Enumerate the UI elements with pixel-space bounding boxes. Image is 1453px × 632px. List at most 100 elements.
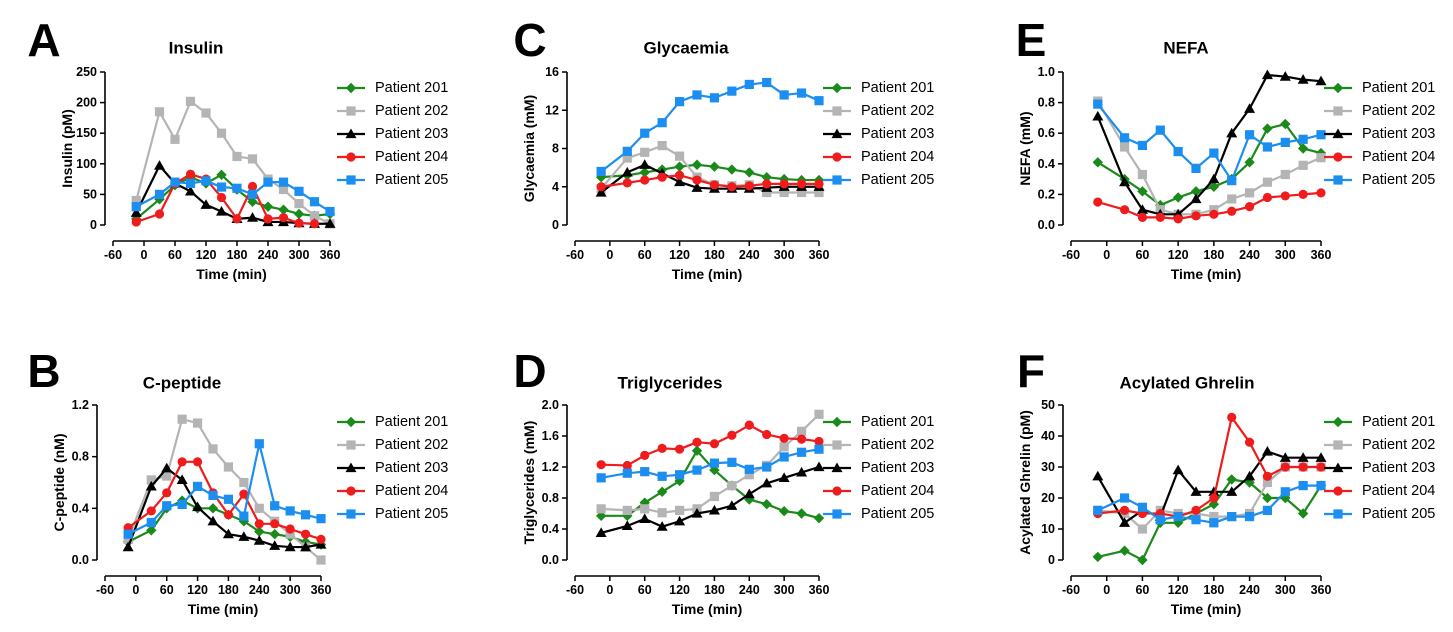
y-tick-label: 200 bbox=[76, 96, 97, 110]
data-point bbox=[131, 195, 141, 206]
data-point bbox=[254, 503, 264, 513]
legend-marker bbox=[1332, 128, 1344, 139]
legend-label: Patient 203 bbox=[375, 126, 448, 142]
series-patient-204 bbox=[596, 420, 824, 471]
y-tick-label: 20 bbox=[1041, 491, 1055, 505]
data-point bbox=[621, 166, 633, 177]
data-point bbox=[1190, 193, 1202, 204]
data-point bbox=[796, 187, 807, 198]
data-point bbox=[779, 90, 789, 100]
legend-marker bbox=[832, 509, 842, 519]
data-point bbox=[656, 486, 668, 497]
data-point bbox=[238, 531, 250, 541]
legend-item: Patient 202 bbox=[1324, 103, 1435, 119]
x-tick-label: 60 bbox=[168, 248, 182, 262]
data-point bbox=[709, 93, 720, 103]
series-patient-205 bbox=[123, 439, 326, 539]
data-point bbox=[145, 480, 157, 491]
data-point bbox=[1209, 209, 1219, 219]
legend-label: Patient 203 bbox=[1362, 460, 1435, 476]
data-point bbox=[207, 515, 219, 526]
data-point bbox=[1191, 163, 1201, 173]
x-tick-label: 120 bbox=[669, 583, 690, 597]
data-point bbox=[674, 176, 686, 187]
data-point bbox=[639, 497, 650, 508]
legend: Patient 201 Patient 202 Patient 203 Patient… bbox=[823, 80, 934, 188]
data-point bbox=[223, 510, 234, 520]
x-tick-label: 240 bbox=[739, 248, 760, 262]
legend-marker bbox=[346, 175, 356, 185]
legend-marker bbox=[832, 106, 842, 116]
data-point bbox=[640, 175, 650, 185]
data-point bbox=[216, 192, 227, 203]
data-point bbox=[1093, 197, 1103, 207]
data-point bbox=[1208, 486, 1220, 496]
data-point bbox=[1316, 481, 1326, 491]
data-point bbox=[762, 462, 772, 472]
series-patient-204 bbox=[123, 457, 326, 544]
data-point bbox=[814, 409, 824, 419]
data-point bbox=[1227, 194, 1237, 204]
data-point bbox=[207, 503, 219, 514]
data-point bbox=[294, 186, 304, 196]
legend-label: Patient 202 bbox=[375, 437, 448, 453]
x-tick-label: 300 bbox=[1275, 248, 1296, 262]
data-point bbox=[247, 154, 258, 164]
legend-label: Patient 202 bbox=[1362, 103, 1435, 119]
data-point bbox=[1244, 157, 1255, 168]
legend: Patient 201 Patient 202 Patient 203 Patient… bbox=[1324, 80, 1435, 188]
data-point bbox=[621, 520, 633, 531]
data-point bbox=[309, 197, 320, 207]
data-point bbox=[309, 211, 320, 221]
legend-label: Patient 201 bbox=[1362, 414, 1435, 430]
data-point bbox=[201, 176, 211, 186]
legend-item: Patient 204 bbox=[823, 483, 934, 499]
data-point bbox=[709, 439, 720, 449]
data-point bbox=[284, 541, 296, 552]
legend-item: Patient 205 bbox=[337, 172, 448, 188]
data-point bbox=[596, 166, 606, 177]
data-point bbox=[1209, 518, 1219, 528]
legend-marker bbox=[831, 128, 843, 139]
data-point bbox=[239, 511, 249, 521]
data-point bbox=[595, 186, 607, 197]
data-point bbox=[640, 504, 650, 514]
series-patient-203 bbox=[595, 461, 825, 537]
data-point bbox=[779, 442, 789, 452]
data-point bbox=[309, 219, 320, 229]
data-point bbox=[1280, 191, 1290, 201]
data-point bbox=[285, 524, 295, 534]
data-point bbox=[131, 217, 141, 227]
legend-item: Patient 201 bbox=[1324, 414, 1435, 430]
x-tick-label: 300 bbox=[289, 248, 310, 262]
legend-marker bbox=[345, 128, 357, 139]
data-point bbox=[778, 472, 790, 482]
y-axis-label: Glycaemia (mM) bbox=[521, 95, 537, 202]
data-point bbox=[208, 490, 218, 501]
legend-label: Patient 204 bbox=[1362, 483, 1435, 499]
data-point bbox=[263, 214, 273, 224]
legend-item: Patient 203 bbox=[337, 460, 448, 476]
x-axis-label: Time (min) bbox=[1171, 601, 1242, 617]
legend-marker bbox=[831, 462, 843, 473]
x-tick-label: 0 bbox=[606, 248, 613, 262]
data-point bbox=[1297, 508, 1309, 519]
data-point bbox=[1137, 140, 1148, 151]
data-point bbox=[1298, 134, 1308, 144]
legend-marker bbox=[346, 486, 356, 496]
data-point bbox=[640, 128, 650, 138]
legend-label: Patient 202 bbox=[375, 103, 448, 119]
data-point bbox=[709, 161, 720, 172]
data-point bbox=[1092, 551, 1103, 563]
legend-label: Patient 202 bbox=[861, 103, 934, 119]
data-point bbox=[796, 508, 807, 519]
x-tick-label: 120 bbox=[196, 248, 217, 262]
data-point bbox=[1297, 452, 1309, 462]
data-point bbox=[192, 501, 204, 512]
legend-label: Patient 204 bbox=[861, 483, 934, 499]
data-point bbox=[1119, 176, 1131, 187]
legend-item: Patient 204 bbox=[1324, 149, 1435, 165]
y-tick-label: 0.4 bbox=[1038, 157, 1055, 171]
data-point bbox=[779, 433, 789, 443]
legend-marker bbox=[831, 416, 843, 428]
